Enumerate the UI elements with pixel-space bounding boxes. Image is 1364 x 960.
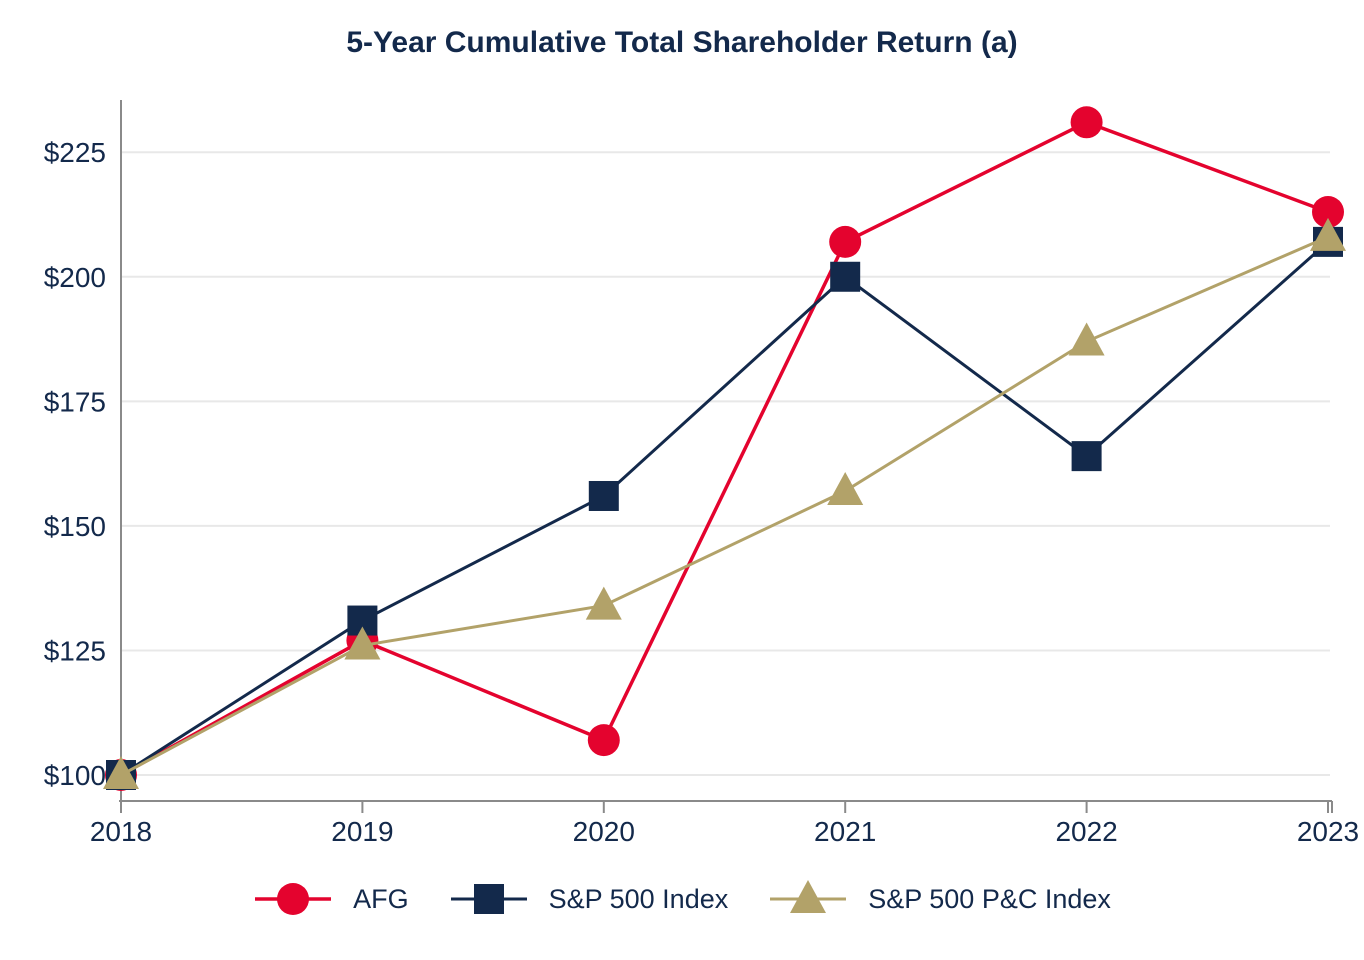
y-tick-label: $125: [44, 635, 106, 666]
data-point-circle: [1070, 106, 1103, 139]
data-point-circle: [1312, 195, 1344, 228]
data-point-triangle: [103, 756, 139, 789]
y-tick-label: $150: [44, 511, 106, 542]
series-line-square: [120, 240, 1329, 777]
data-point-circle: [829, 225, 862, 258]
series-line-triangle: [120, 235, 1329, 777]
data-point-square: [830, 261, 861, 292]
legend-item-sp500-pc: S&P 500 P&C Index: [768, 878, 1111, 920]
y-tick-label: $175: [44, 386, 106, 417]
chart-title: 5-Year Cumulative Total Shareholder Retu…: [346, 26, 1018, 59]
axes: [119, 100, 1333, 813]
x-tick-label: 2019: [331, 816, 393, 847]
data-point-square: [588, 480, 619, 511]
legend-item-sp500: S&P 500 Index: [449, 878, 729, 920]
x-axis-tick-labels: 2018 2019 2020 2021 2022 2023: [90, 816, 1359, 847]
legend-item-afg: AFG: [253, 878, 409, 920]
data-point-triangle: [790, 880, 827, 913]
series-markers-triangle: [103, 217, 1346, 789]
legend-label-sp500-pc: S&P 500 P&C Index: [868, 883, 1111, 914]
data-point-triangle: [827, 472, 864, 506]
data-point-circle: [277, 883, 310, 915]
series-line-circle: [120, 120, 1329, 777]
y-axis-tick-labels: $100 $125 $150 $175 $200 $225: [44, 137, 106, 791]
sp500-pc-triangle-marker-icon: [770, 880, 847, 913]
data-point-triangle: [344, 626, 381, 660]
x-tick-label: 2023: [1297, 816, 1359, 847]
y-tick-label: $225: [44, 137, 106, 168]
data-point-circle: [587, 724, 620, 757]
y-tick-label: $200: [44, 262, 106, 293]
data-point-triangle: [1310, 217, 1346, 251]
y-tick-label: $100: [44, 760, 106, 791]
x-tick-label: 2022: [1055, 816, 1117, 847]
data-point-square: [1071, 441, 1102, 472]
chart-legend: AFG S&P 500 Index S&P 500 P&C Index: [0, 878, 1364, 920]
data-point-square: [473, 884, 504, 914]
data-point-triangle: [1068, 322, 1105, 356]
sp500-square-marker-icon: [450, 884, 527, 914]
series-markers-circle: [105, 106, 1344, 791]
x-tick-label: 2018: [90, 816, 152, 847]
afg-circle-marker-icon: [255, 883, 332, 915]
x-tick-label: 2020: [573, 816, 635, 847]
x-tick-label: 2021: [814, 816, 876, 847]
legend-label-afg: AFG: [353, 883, 409, 914]
gridlines: [121, 151, 1330, 776]
data-point-triangle: [585, 586, 622, 620]
legend-label-sp500: S&P 500 Index: [548, 883, 729, 914]
